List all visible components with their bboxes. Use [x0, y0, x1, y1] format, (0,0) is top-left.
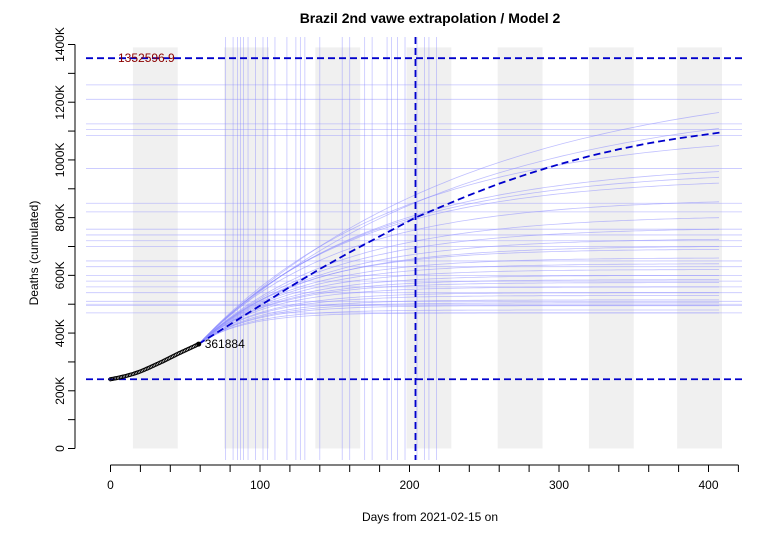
- y-tick-label: 0: [53, 445, 67, 452]
- y-axis-label: Deaths (cumulated): [27, 201, 41, 306]
- annotations: 361884 1352596.9: [118, 51, 245, 351]
- shaded-band: [315, 47, 361, 449]
- chart-title: Brazil 2nd vawe extrapolation / Model 2: [300, 10, 561, 26]
- ensemble-curve: [198, 201, 720, 345]
- ensemble-curve: [198, 309, 719, 345]
- x-axis-label: Days from 2021-02-15 on: [362, 510, 498, 524]
- x-tick-label: 0: [107, 478, 114, 492]
- ensemble-lines: [86, 37, 742, 460]
- ensemble-curve: [198, 263, 719, 345]
- ensemble-curve: [198, 312, 719, 345]
- ensemble-curve: [198, 292, 719, 345]
- ensemble-curve: [198, 274, 719, 345]
- ensemble-curve: [198, 305, 719, 345]
- ensemble-curve: [198, 228, 720, 345]
- shaded-band: [132, 47, 178, 449]
- shaded-band: [224, 47, 269, 449]
- x-tick-label: 300: [549, 478, 569, 492]
- ensemble-curve: [198, 217, 720, 345]
- ensemble-curve: [198, 299, 719, 345]
- ensemble-curve: [198, 145, 720, 345]
- ensemble-curve: [198, 112, 720, 345]
- y-tick-label: 800K: [53, 204, 67, 232]
- shaded-band: [497, 47, 543, 449]
- ensemble-curve: [198, 286, 719, 345]
- y-tick-label: 1000K: [53, 143, 67, 178]
- ensemble-curve: [198, 295, 719, 345]
- axes: 0 100 200 300 400 0 200K 400K 600K 800K 1000K 1200K…: [53, 27, 739, 492]
- ensemble-curve: [198, 282, 719, 345]
- ensemble-curve: [198, 238, 720, 345]
- y-tick-label: 600K: [53, 261, 67, 289]
- y-tick-label: 400K: [53, 319, 67, 347]
- x-tick-label: 400: [698, 478, 718, 492]
- last-observed-point: [196, 341, 202, 347]
- y-tick-label: 1400K: [53, 27, 67, 62]
- model-curve: [198, 131, 721, 345]
- observed-points: [108, 341, 202, 382]
- ensemble-curve: [198, 269, 719, 345]
- x-tick-label: 200: [399, 478, 419, 492]
- ensemble-curve: [198, 257, 720, 345]
- shaded-bands: [132, 47, 722, 449]
- ensemble-curve: [198, 302, 719, 345]
- ensemble-curve: [198, 182, 720, 345]
- y-tick-label: 200K: [53, 377, 67, 405]
- last-value-label: 361884: [205, 337, 245, 351]
- y-tick-label: 1200K: [53, 85, 67, 120]
- ensemble-curve: [198, 171, 720, 345]
- ensemble-curve: [198, 279, 719, 345]
- model-lines: [86, 37, 742, 460]
- x-tick-label: 100: [250, 478, 270, 492]
- upper-limit-label: 1352596.9: [118, 51, 175, 65]
- shaded-band: [677, 47, 722, 449]
